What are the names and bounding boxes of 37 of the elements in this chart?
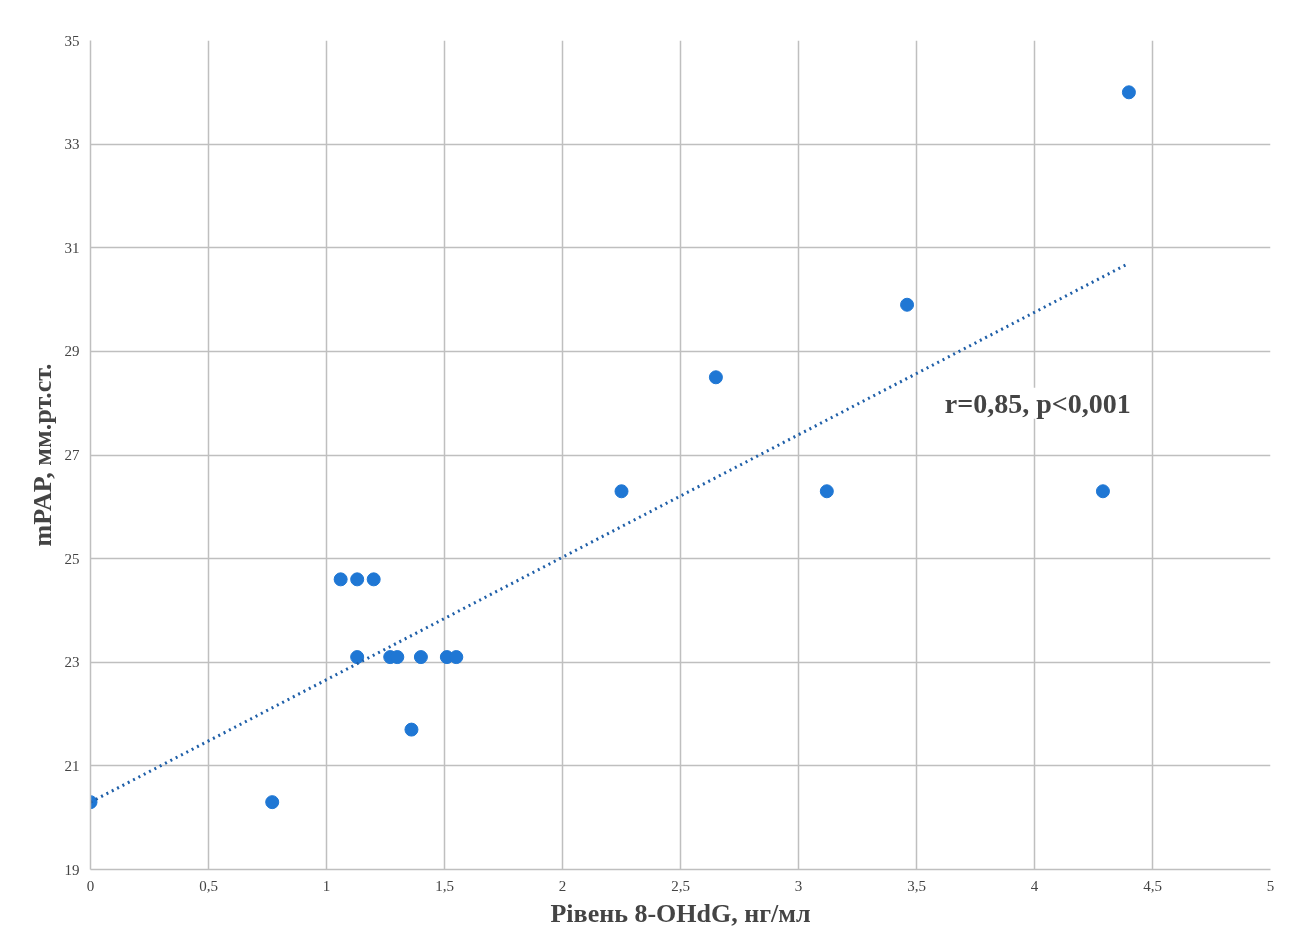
x-tick-label: 3 (794, 877, 803, 894)
y-tick-label: 33 (64, 136, 80, 153)
y-axis-title: mPAP, мм.рт.ст. (27, 363, 57, 547)
point (350, 572, 365, 587)
point (413, 650, 428, 665)
point (350, 650, 365, 665)
point (449, 650, 464, 665)
y-tick-label: 25 (64, 550, 80, 567)
y-tick-label: 21 (64, 757, 80, 774)
x-tick-label: 2,5 (671, 877, 690, 894)
point (366, 572, 381, 587)
x-tick-label: 0 (86, 877, 95, 894)
point (900, 297, 915, 312)
point (1121, 85, 1136, 100)
y-tick-label: 27 (64, 447, 80, 463)
point (819, 484, 834, 499)
x-tick-label: 2 (558, 877, 567, 894)
y-tick-label: 19 (64, 861, 80, 878)
x-axis-title: Рівень 8-OHdG, нг/мл (550, 898, 811, 928)
x-tick-label: 4 (1030, 877, 1039, 894)
point (614, 484, 629, 499)
point (1095, 484, 1110, 499)
point (708, 370, 723, 385)
y-tick-label: 31 (64, 239, 80, 256)
x-tick-label: 4,5 (1143, 877, 1162, 894)
y-tick-label: 29 (64, 343, 80, 360)
annotation: r=0,85, p<0,001 (944, 387, 1131, 419)
y-tick-label: 23 (64, 654, 80, 671)
point (265, 795, 280, 810)
point (404, 722, 419, 737)
x-tick-label: 5 (1266, 877, 1275, 894)
x-tick-label: 3,5 (907, 877, 926, 894)
x-tick-label: 1 (322, 877, 331, 894)
x-tick-label: 0,5 (199, 877, 218, 894)
x-tick-label: 1,5 (435, 877, 454, 894)
point (333, 572, 348, 587)
y-tick-label: 35 (64, 32, 80, 49)
